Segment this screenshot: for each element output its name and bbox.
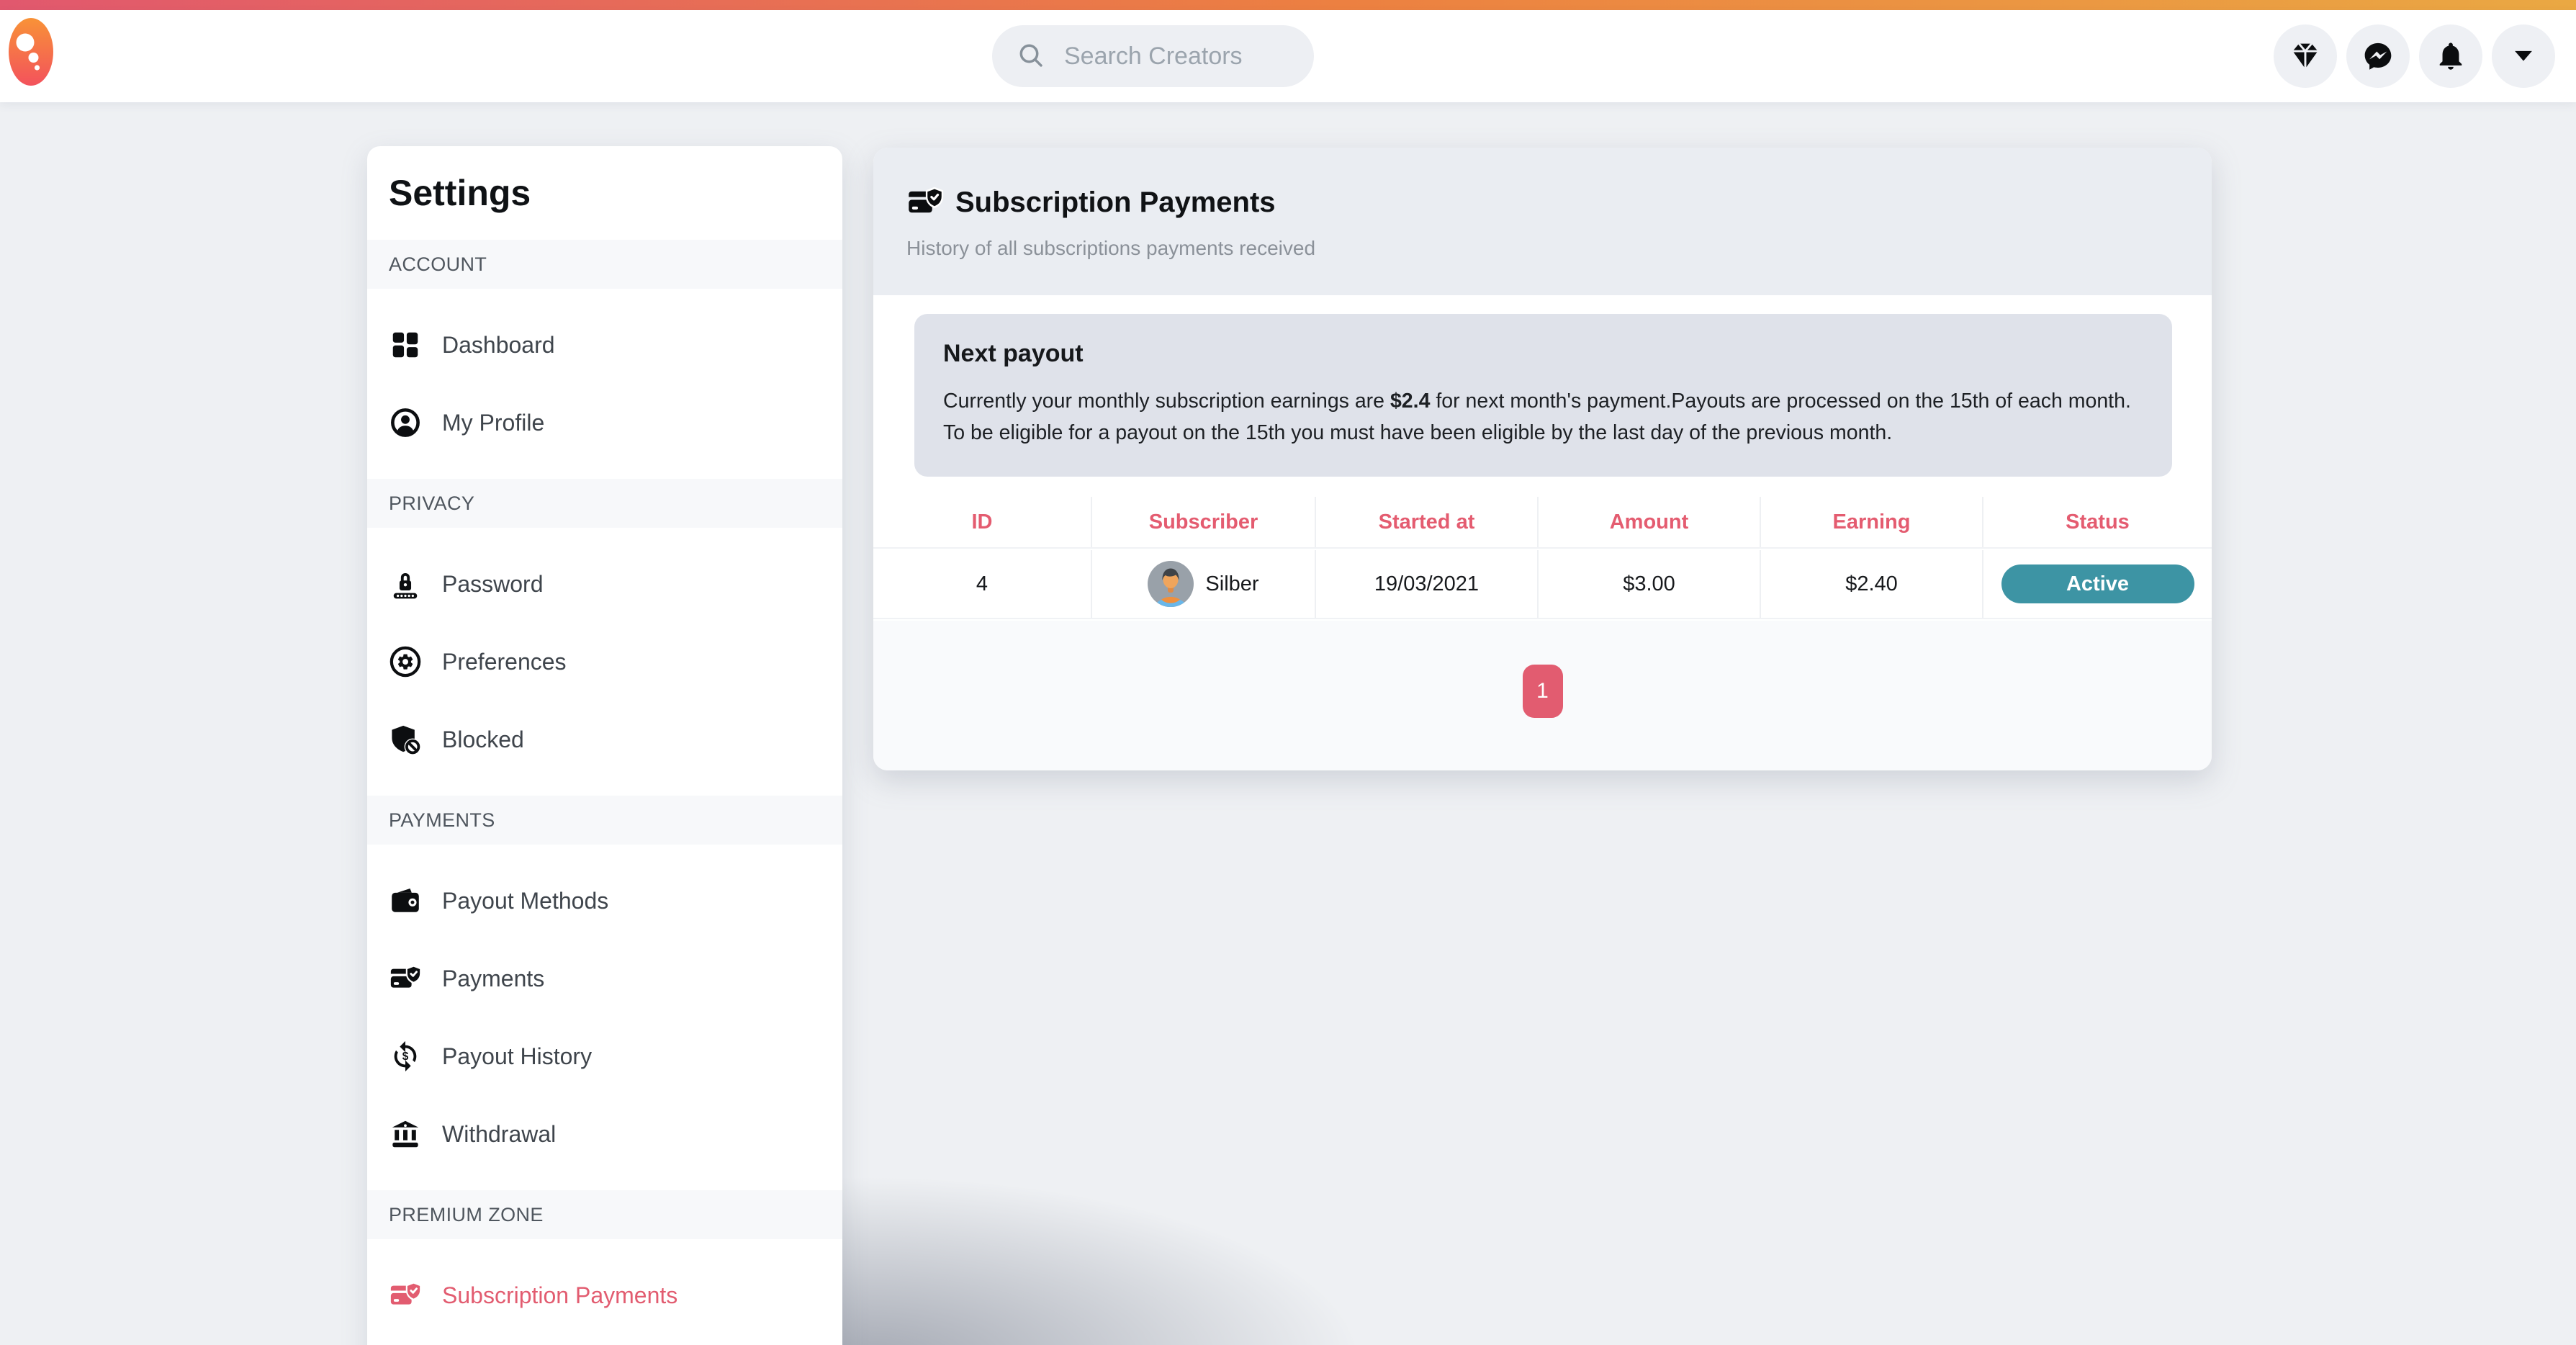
sidebar-item-label: My Profile: [442, 409, 545, 436]
premium-gem-button[interactable]: [2274, 24, 2337, 88]
sidebar-item-label: Withdrawal: [442, 1120, 557, 1147]
caret-down-icon: [2510, 42, 2537, 70]
account-menu-button[interactable]: [2492, 24, 2555, 88]
pagination-page-1-button[interactable]: 1: [1522, 665, 1563, 718]
section-header-account: ACCOUNT: [367, 240, 842, 289]
sidebar-item-password[interactable]: Password: [367, 545, 842, 623]
cell-amount: $3.00: [1539, 550, 1761, 618]
gem-icon: [2289, 40, 2321, 72]
settings-sidebar: Settings ACCOUNT Dashboard My Profile PR…: [367, 146, 842, 1345]
bank-icon: [389, 1117, 422, 1151]
next-payout-title: Next payout: [943, 340, 1084, 367]
sidebar-item-payout-methods[interactable]: Payout Methods: [367, 862, 842, 940]
notifications-button[interactable]: [2419, 24, 2482, 88]
sidebar-item-dashboard[interactable]: Dashboard: [367, 306, 842, 384]
section-header-privacy: PRIVACY: [367, 479, 842, 528]
wallet-icon: [389, 884, 422, 917]
bubble-logo-icon: [9, 18, 53, 86]
cell-status: Active: [1983, 550, 2212, 618]
password-lock-icon: [389, 567, 422, 600]
next-payout-text: Currently your monthly subscription earn…: [943, 390, 2131, 445]
sidebar-drop-shadow: [841, 1130, 1921, 1345]
sidebar-item-payout-history[interactable]: Payout History: [367, 1017, 842, 1095]
cell-started-at: 19/03/2021: [1316, 550, 1539, 618]
cell-earning: $2.40: [1761, 550, 1983, 618]
navbar-actions: [2274, 24, 2555, 88]
search-icon: [1017, 41, 1047, 71]
top-gradient-strip: [0, 0, 2576, 10]
dashboard-grid-icon: [389, 328, 422, 361]
column-header-status: Status: [2066, 510, 2130, 534]
sidebar-item-withdrawal[interactable]: Withdrawal: [367, 1095, 842, 1173]
column-header-subscriber: Subscriber: [1092, 497, 1316, 547]
page-title: Subscription Payments: [955, 186, 1276, 218]
navbar: [0, 10, 2576, 102]
card-shield-icon: [389, 1279, 422, 1312]
profile-icon: [389, 406, 422, 439]
sidebar-item-label: Payments: [442, 965, 545, 991]
table-row: 4 Silber: [873, 550, 2212, 619]
section-privacy-items: Password Preferences Blocked: [367, 528, 842, 796]
page-subtitle: History of all subscriptions payments re…: [906, 237, 1316, 259]
sidebar-item-label: Blocked: [442, 726, 524, 752]
section-header-payments: PAYMENTS: [367, 796, 842, 845]
card-header: Subscription Payments History of all sub…: [873, 148, 2212, 295]
sidebar-item-label: Dashboard: [442, 331, 555, 358]
subscriber-name: Silber: [1205, 572, 1259, 595]
messages-button[interactable]: [2346, 24, 2410, 88]
table-header-row: ID Subscriber Started at Amount Earning …: [873, 497, 2212, 549]
status-badge: Active: [2001, 564, 2194, 603]
column-header-started-at: Started at: [1316, 497, 1539, 547]
sidebar-item-payments[interactable]: Payments: [367, 940, 842, 1017]
section-payments-items: Payout Methods Payments Payout History W…: [367, 845, 842, 1190]
search-input[interactable]: [1063, 41, 1303, 71]
cell-id: 4: [873, 550, 1092, 618]
sidebar-title: Settings: [389, 173, 531, 213]
sidebar-item-label: Payout Methods: [442, 887, 609, 914]
section-premium-items: Subscription Payments: [367, 1239, 842, 1345]
column-header-amount: Amount: [1539, 497, 1761, 547]
section-account-items: Dashboard My Profile: [367, 289, 842, 479]
column-header-id: ID: [873, 497, 1092, 547]
sidebar-item-label: Payout History: [442, 1043, 593, 1069]
next-payout-amount: $2.4: [1390, 390, 1431, 413]
brand-logo[interactable]: [9, 18, 53, 89]
card-shield-icon: [906, 184, 944, 221]
sidebar-item-label: Password: [442, 570, 544, 597]
preferences-gear-icon: [389, 645, 422, 678]
column-header-earning: Earning: [1761, 497, 1983, 547]
sidebar-item-preferences[interactable]: Preferences: [367, 623, 842, 701]
sidebar-item-label: Preferences: [442, 648, 567, 675]
cell-subscriber: Silber: [1092, 550, 1316, 618]
sidebar-item-subscription-payments[interactable]: Subscription Payments: [367, 1256, 842, 1334]
subscription-payments-card: Subscription Payments History of all sub…: [873, 148, 2212, 770]
sidebar-item-label: Subscription Payments: [442, 1282, 678, 1308]
next-payout-panel: Next payout Currently your monthly subsc…: [914, 314, 2172, 477]
subscriber-avatar: [1148, 561, 1194, 607]
search-bar: [992, 25, 1314, 87]
sidebar-item-blocked[interactable]: Blocked: [367, 701, 842, 778]
messenger-icon: [2362, 40, 2394, 72]
table-footer: 1: [873, 621, 2212, 770]
bell-icon: [2435, 40, 2467, 72]
sync-dollar-icon: [389, 1040, 422, 1073]
card-shield-icon: [389, 962, 422, 995]
sidebar-item-my-profile[interactable]: My Profile: [367, 384, 842, 462]
section-header-premium-zone: PREMIUM ZONE: [367, 1190, 842, 1239]
blocked-shield-icon: [389, 723, 422, 756]
